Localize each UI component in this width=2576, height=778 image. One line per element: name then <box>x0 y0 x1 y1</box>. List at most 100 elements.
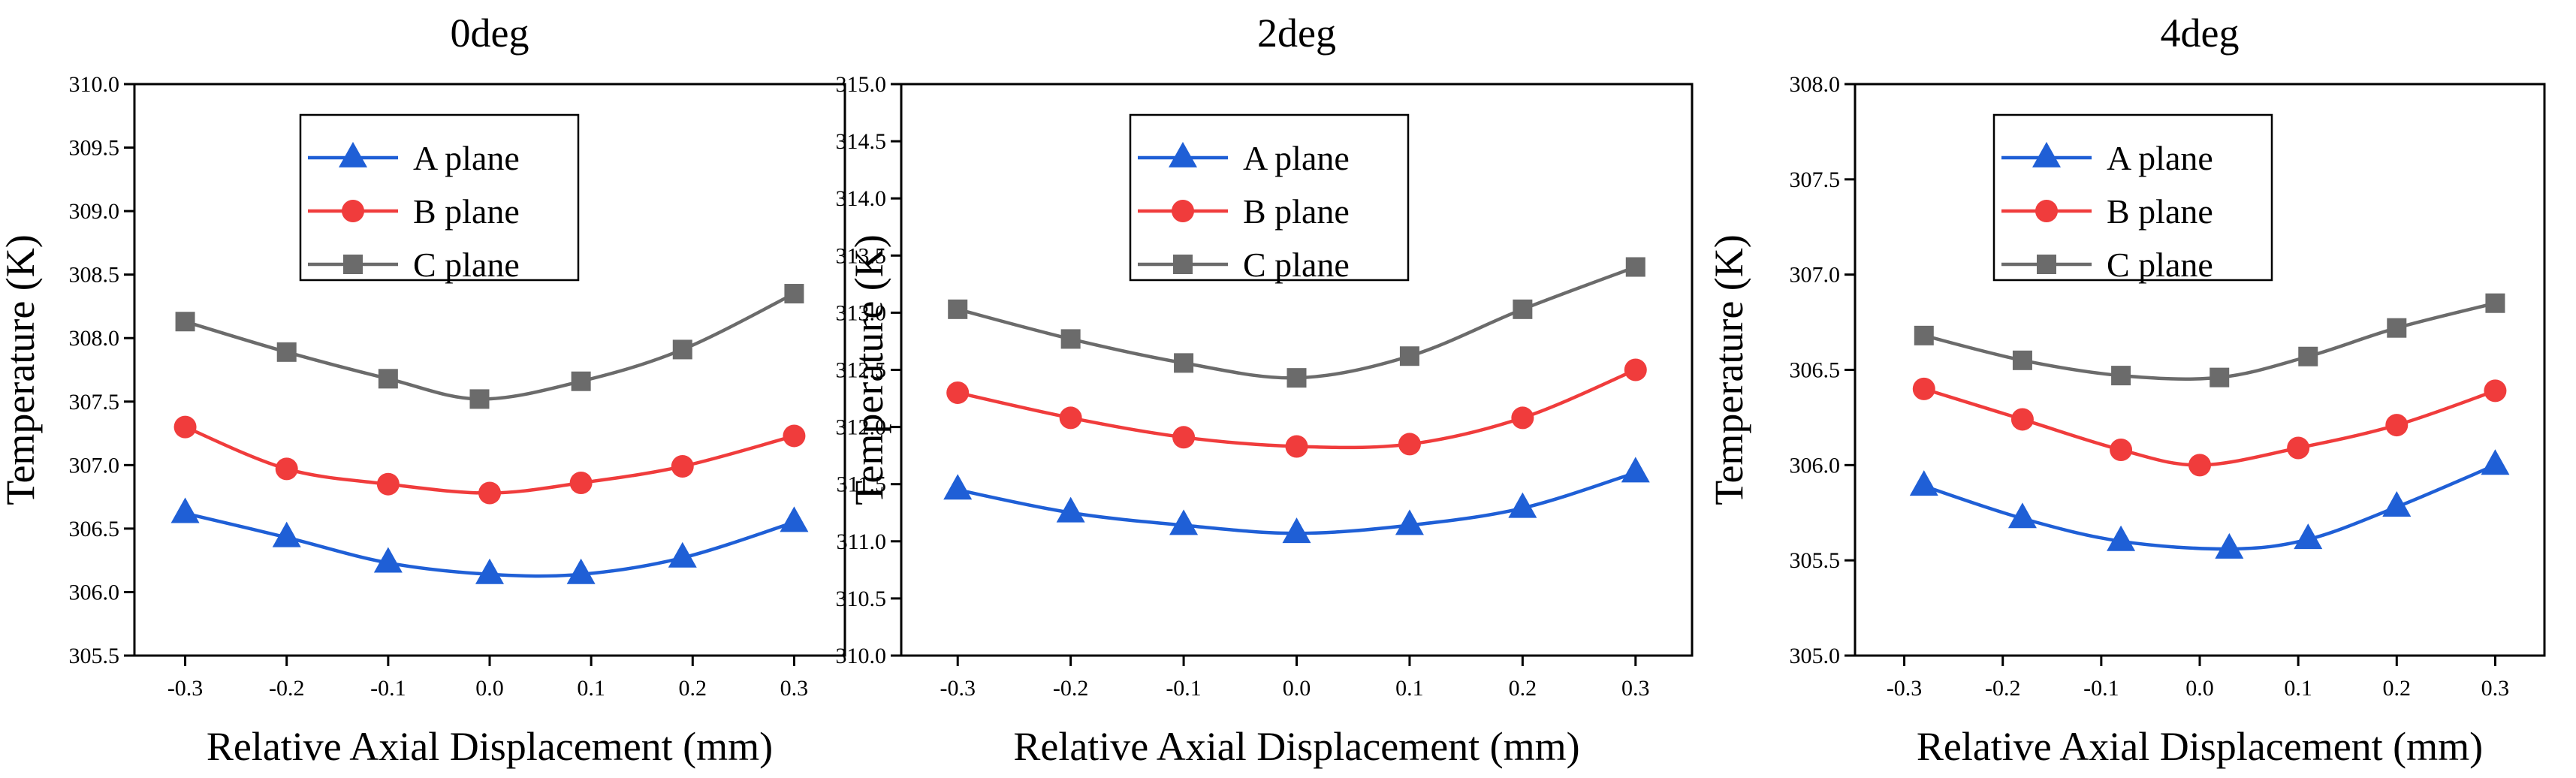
x-tick-label: 0.3 <box>1621 676 1650 701</box>
y-tick-label: 306.5 <box>69 517 120 541</box>
legend-label: A plane <box>413 139 520 177</box>
x-tick-label: -0.1 <box>1166 676 1202 701</box>
x-tick-label: -0.3 <box>167 676 204 701</box>
data-point-A <box>780 506 809 532</box>
data-point-B <box>1172 426 1196 449</box>
data-point-A <box>2215 532 2244 559</box>
legend-label: A plane <box>2107 139 2213 177</box>
data-point-A <box>2294 523 2323 550</box>
x-tick-label: 0.3 <box>780 676 809 701</box>
data-point-A <box>943 474 973 500</box>
y-tick-label: 313.0 <box>836 300 887 325</box>
data-point-C <box>276 342 297 362</box>
legend-box <box>1992 113 2273 282</box>
data-point-C <box>1914 325 1934 345</box>
x-tick-label: -0.2 <box>1985 676 2021 701</box>
y-tick-label: 308.5 <box>69 263 120 288</box>
legend-label: C plane <box>1243 246 1350 284</box>
data-point-B <box>1059 406 1082 430</box>
data-point-B <box>2385 414 2409 437</box>
series-line-C <box>184 292 795 401</box>
data-point-A <box>475 558 504 584</box>
chart-title: 0deg <box>451 11 529 56</box>
data-point-B <box>783 424 806 448</box>
chart-panel-4deg: 4deg -0.3 -0.2 -0.1 0.0 0.1 0.2 0.3 305.0 305.5 30… <box>1706 11 2546 769</box>
chart-title: 4deg <box>2161 11 2240 56</box>
legend-box <box>299 113 580 282</box>
data-point-C <box>2111 366 2131 386</box>
x-axis-label: Relative Axial Displacement (mm) <box>1013 724 1579 769</box>
data-point-C <box>1286 368 1307 388</box>
x-tick-label: 0.0 <box>2185 676 2214 701</box>
y-tick-label: 307.5 <box>69 390 120 415</box>
legend-marker-A <box>1169 141 1197 167</box>
data-point-B <box>2110 439 2133 462</box>
y-tick-label: 310.0 <box>836 644 887 668</box>
legend: A plane B plane C plane <box>1992 113 2273 284</box>
y-tick-label: 309.0 <box>69 199 120 224</box>
data-point-A <box>1395 509 1424 535</box>
y-tick-label: 311.5 <box>837 472 886 497</box>
data-point-B <box>1624 358 1647 381</box>
y-axis-label: Temperature (K) <box>1706 234 1751 505</box>
x-tick-label: -0.1 <box>370 676 406 701</box>
y-tick-label: 315.0 <box>836 72 887 97</box>
x-tick-label: -0.3 <box>940 676 976 701</box>
x-axis-label: Relative Axial Displacement (mm) <box>207 724 773 769</box>
legend-label: B plane <box>2107 192 2213 231</box>
legend: A plane B plane C plane <box>299 113 580 284</box>
data-point-A <box>170 497 200 523</box>
legend-label: C plane <box>413 246 520 284</box>
chart-panel-0deg: 0deg -0.3 -0.2 -0.1 0.0 0.1 0.2 0.3 305.5 306.0 30… <box>0 11 846 769</box>
data-point-A <box>1621 457 1650 483</box>
y-tick-label: 314.5 <box>836 129 887 154</box>
x-tick-label: 0.2 <box>1509 676 1537 701</box>
data-point-C <box>1060 329 1081 349</box>
legend-box <box>1129 113 1410 282</box>
data-point-A <box>1056 496 1085 523</box>
data-point-B <box>2484 379 2507 403</box>
y-tick-label: 306.5 <box>1790 358 1841 383</box>
y-tick-label: 312.5 <box>836 358 887 383</box>
data-point-B <box>478 481 501 505</box>
legend-marker-C <box>2037 255 2056 274</box>
y-tick-label: 308.0 <box>1790 72 1841 97</box>
chart-panel-2deg: 2deg -0.3 -0.2 -0.1 0.0 0.1 0.2 0.3 310.0 310.5 31… <box>836 11 1694 769</box>
series-line-A <box>1923 463 2496 551</box>
legend-marker-A <box>339 141 367 167</box>
data-point-C <box>1625 257 1645 277</box>
x-tick-label: 0.0 <box>1283 676 1311 701</box>
data-point-A <box>1508 492 1537 518</box>
data-point-A <box>2107 525 2136 551</box>
data-point-A <box>668 541 697 568</box>
legend-label: C plane <box>2107 246 2213 284</box>
data-point-B <box>1285 435 1308 458</box>
y-tick-label: 311.0 <box>837 529 886 554</box>
data-point-C <box>2387 318 2407 338</box>
x-tick-label: -0.2 <box>269 676 305 701</box>
x-tick-label: -0.3 <box>1887 676 1923 701</box>
y-tick-label: 305.0 <box>1790 644 1841 668</box>
data-point-B <box>569 472 593 495</box>
x-tick-label: 0.1 <box>577 676 605 701</box>
legend-label: B plane <box>1243 192 1350 231</box>
y-tick-label: 314.0 <box>836 186 887 211</box>
y-tick-label: 308.0 <box>69 326 120 351</box>
data-point-C <box>571 371 591 391</box>
data-point-A <box>373 547 403 573</box>
y-tick-label: 309.5 <box>69 136 120 161</box>
data-point-C <box>948 299 968 319</box>
y-tick-label: 310.0 <box>69 72 120 97</box>
series-line-C <box>1923 301 2496 381</box>
data-point-C <box>2210 367 2230 387</box>
data-point-B <box>1511 406 1534 430</box>
x-tick-label: 0.0 <box>475 676 504 701</box>
x-tick-label: 0.1 <box>2284 676 2312 701</box>
data-point-C <box>784 284 804 304</box>
y-axis-label: Temperature (K) <box>846 234 891 505</box>
y-tick-label: 307.0 <box>69 453 120 478</box>
data-point-C <box>469 389 490 409</box>
legend-marker-A <box>2032 141 2061 167</box>
data-point-B <box>2010 408 2034 431</box>
